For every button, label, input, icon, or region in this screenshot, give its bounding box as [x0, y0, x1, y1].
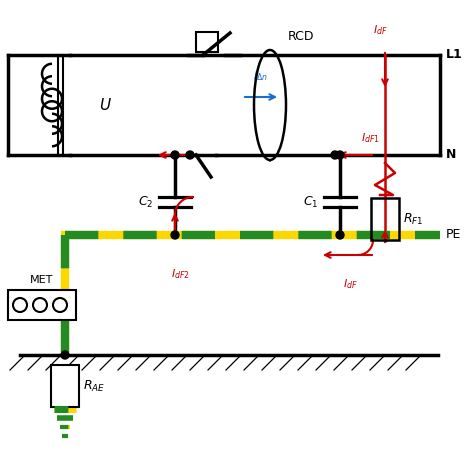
Text: $I_{dF1}$: $I_{dF1}$: [360, 131, 380, 145]
Circle shape: [61, 351, 69, 359]
Text: N: N: [446, 148, 456, 161]
Text: $R_{AE}$: $R_{AE}$: [83, 379, 105, 393]
Text: RCD: RCD: [288, 31, 314, 44]
Text: $C_2$: $C_2$: [138, 194, 153, 210]
Text: $I_{dF}$: $I_{dF}$: [373, 23, 388, 37]
Text: $I_{dF}$: $I_{dF}$: [343, 277, 358, 291]
Text: L1: L1: [446, 48, 463, 61]
Text: $I_{\Delta n}$: $I_{\Delta n}$: [253, 69, 268, 83]
Circle shape: [186, 151, 194, 159]
Bar: [371, 198, 399, 240]
Text: U: U: [99, 98, 110, 113]
Bar: [51, 365, 79, 407]
Circle shape: [171, 231, 179, 239]
Bar: [8, 290, 76, 320]
Circle shape: [171, 151, 179, 159]
Text: MET: MET: [30, 275, 54, 285]
Text: $C_1$: $C_1$: [302, 194, 318, 210]
Text: $I_{dF2}$: $I_{dF2}$: [170, 267, 190, 281]
Circle shape: [331, 151, 339, 159]
Circle shape: [336, 151, 344, 159]
Text: $R_{F1}$: $R_{F1}$: [403, 212, 424, 226]
Circle shape: [336, 231, 344, 239]
Text: PE: PE: [446, 228, 461, 241]
Bar: [196, 32, 218, 52]
